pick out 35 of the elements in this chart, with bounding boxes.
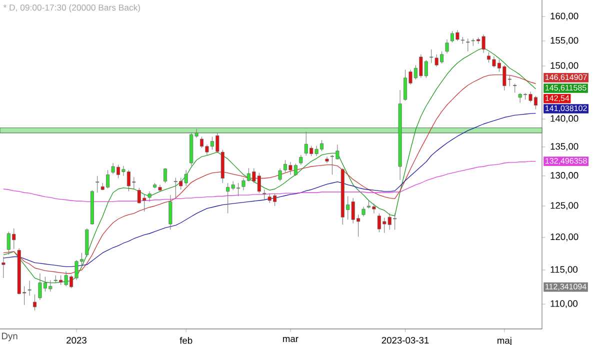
candlestick [445, 39, 449, 54]
y-tick-label: 110,00 [550, 300, 578, 308]
text: 142,54 [546, 95, 570, 102]
text: 112,341094 [546, 284, 586, 290]
y-tick-label: 115,00 [550, 266, 578, 274]
candlestick [163, 168, 167, 184]
candlestick [278, 168, 282, 182]
candlestick [262, 189, 266, 200]
x-tick-label: 2023 [66, 336, 86, 344]
y-tick-label: 160,00 [550, 12, 578, 20]
candlestick [33, 294, 37, 311]
candlestick [325, 156, 329, 164]
x-tick-label: feb [180, 336, 192, 344]
x-tick-label: mar [283, 336, 298, 342]
candlestick [168, 194, 172, 230]
y-tick-label: 125,00 [550, 202, 578, 210]
y-tick-label: 155,00 [550, 37, 578, 45]
candlestick [299, 154, 303, 166]
data-label: 146,614907 [546, 74, 587, 81]
text: Dyn [2, 332, 18, 342]
candlestick [96, 176, 100, 193]
data-label: 141,038102 [546, 105, 587, 112]
candlestick [362, 206, 366, 217]
candlestick [466, 38, 470, 52]
y-tick-label: 135,00 [550, 143, 578, 151]
data-label: 132,496358 [546, 158, 587, 165]
y-tick-label: 150,00 [550, 62, 578, 70]
y-tick-label: 130,00 [550, 172, 578, 180]
candlestick [2, 256, 6, 278]
chart-title: * D, 09:00-17:30 (20000 Bars Back) [3, 4, 140, 12]
y-tick-label: 120,00 [550, 234, 578, 242]
y-tick-label: 140,00 [550, 115, 578, 123]
x-tick-label: 2023-03-31 [382, 336, 429, 344]
data-label: 145,611585 [546, 84, 586, 92]
candlestick [28, 280, 32, 296]
